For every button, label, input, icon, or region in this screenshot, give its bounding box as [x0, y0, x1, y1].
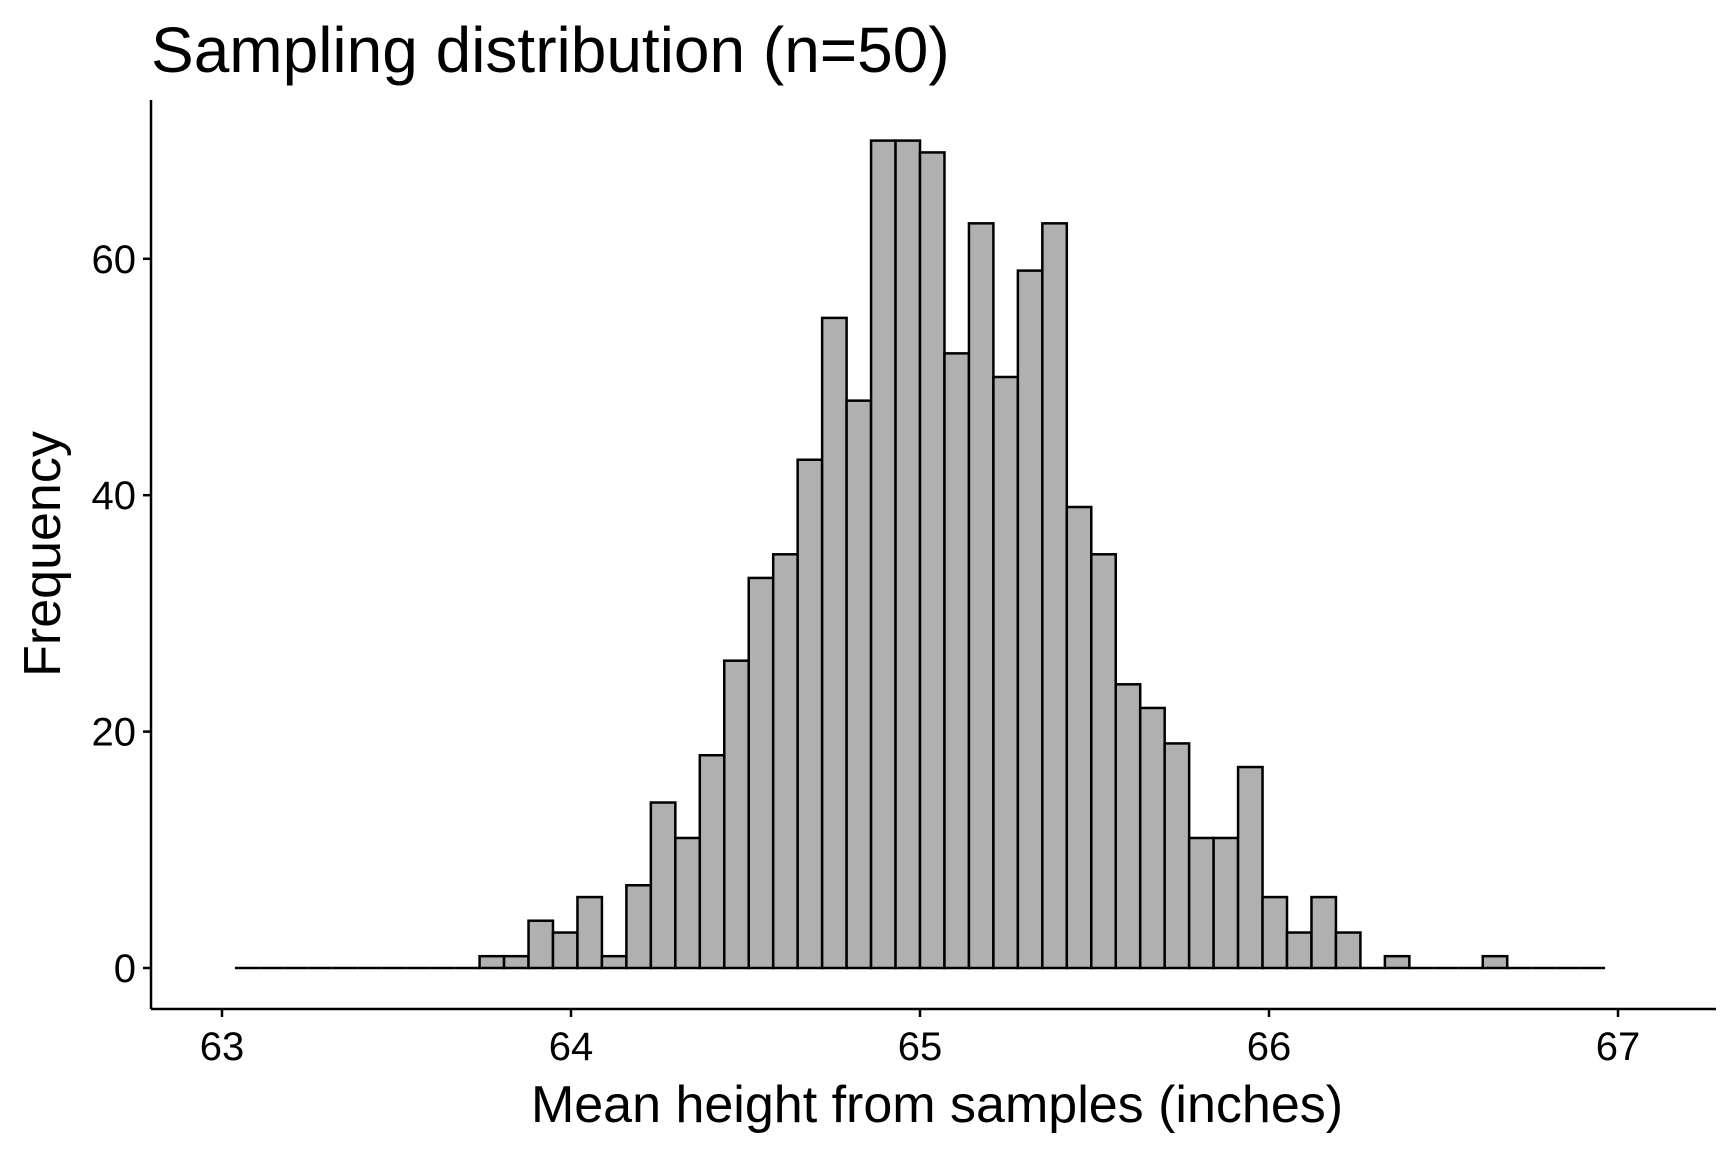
bars-group — [234, 139, 1606, 970]
y-axis-title: Frequency — [14, 431, 72, 677]
histogram-bar — [674, 836, 702, 970]
histogram-bar — [1310, 895, 1338, 970]
y-tick-label: 60 — [92, 238, 137, 282]
x-tick-label: 65 — [898, 1025, 943, 1069]
histogram-bar — [869, 139, 897, 970]
histogram-bar — [649, 801, 677, 970]
histogram-bar — [1383, 954, 1411, 970]
histogram-bar — [1334, 931, 1362, 970]
histogram-bar — [894, 139, 922, 970]
histogram-bar — [1163, 742, 1191, 970]
histogram-bar — [1041, 222, 1069, 970]
histogram-bar — [771, 553, 799, 970]
histogram-bar — [1090, 553, 1117, 970]
x-tick-label: 67 — [1596, 1025, 1641, 1069]
histogram-bar — [1261, 895, 1289, 970]
histogram-bar — [551, 931, 579, 970]
histogram-bar — [967, 222, 995, 970]
x-tick-label: 66 — [1247, 1025, 1292, 1069]
y-tick-label: 20 — [92, 711, 137, 755]
histogram-bar — [1138, 706, 1166, 970]
histogram-bar — [943, 352, 971, 970]
histogram-bar — [1016, 269, 1044, 970]
histogram-bar — [845, 399, 873, 970]
y-ticks: 0 20 40 60 — [92, 238, 151, 991]
histogram-bar — [992, 375, 1020, 970]
x-tick-label: 63 — [200, 1025, 245, 1069]
histogram-bar — [502, 954, 530, 970]
histogram-bar — [747, 576, 775, 970]
histogram-bar — [625, 884, 653, 970]
histogram-bar — [723, 659, 750, 970]
histogram-bar — [918, 151, 946, 970]
y-tick-label: 40 — [92, 474, 137, 518]
histogram-bar — [1481, 954, 1509, 970]
histogram-bar — [820, 316, 848, 970]
histogram-bar — [576, 895, 604, 970]
y-tick-label: 0 — [114, 947, 136, 991]
histogram-bar — [1236, 765, 1264, 970]
chart-title: Sampling distribution (n=50) — [151, 14, 950, 86]
x-axis-title: Mean height from samples (inches) — [531, 1076, 1343, 1134]
histogram-bar — [1114, 683, 1142, 970]
histogram-bar — [1285, 931, 1313, 970]
histogram-bar — [600, 954, 628, 970]
histogram-bar — [1065, 505, 1093, 970]
histogram-bar — [527, 919, 555, 970]
histogram-bar — [1212, 836, 1240, 970]
histogram-bar — [478, 954, 506, 970]
histogram-bar — [1187, 836, 1215, 970]
x-ticks: 63 64 65 66 67 — [200, 1009, 1641, 1069]
x-tick-label: 64 — [549, 1025, 594, 1069]
histogram-bar — [796, 458, 824, 970]
histogram-bar — [698, 753, 726, 970]
